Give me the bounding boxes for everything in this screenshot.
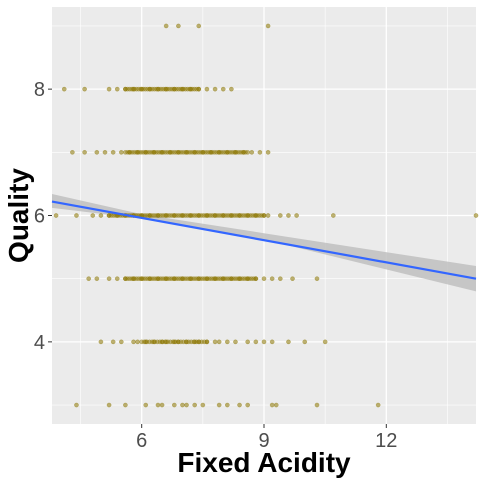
data-point — [290, 276, 295, 281]
data-point — [74, 213, 79, 218]
data-point — [269, 402, 275, 408]
data-point — [261, 339, 267, 345]
data-point — [163, 23, 169, 29]
data-point — [176, 23, 181, 29]
data-point — [261, 213, 267, 218]
data-point — [155, 402, 161, 408]
y-axis-title: Quality — [3, 168, 34, 263]
data-point — [212, 86, 218, 92]
data-point — [322, 339, 328, 345]
data-point — [119, 150, 124, 155]
x-tick-label: 6 — [136, 430, 147, 452]
data-point — [212, 339, 218, 345]
data-point — [314, 276, 320, 281]
data-point — [265, 23, 271, 29]
data-point — [233, 339, 238, 345]
data-point — [286, 213, 291, 218]
data-point — [245, 402, 250, 408]
data-point — [261, 276, 267, 281]
confidence-band — [52, 194, 476, 292]
data-point — [278, 213, 283, 218]
data-point — [98, 213, 104, 218]
data-point — [90, 213, 96, 218]
data-point — [331, 213, 336, 218]
data-point — [102, 150, 108, 155]
data-point — [253, 339, 259, 345]
data-point — [286, 339, 291, 345]
data-point — [220, 86, 226, 92]
data-point — [204, 86, 210, 92]
data-point — [123, 402, 128, 408]
data-point — [278, 276, 283, 281]
data-point — [82, 86, 87, 92]
y-tick-label: 4 — [34, 332, 45, 354]
x-tick-label: 9 — [258, 430, 269, 452]
data-point — [135, 339, 140, 345]
data-point — [302, 339, 308, 345]
data-point — [106, 276, 112, 281]
data-point — [196, 86, 202, 92]
data-point — [119, 339, 124, 345]
data-point — [216, 339, 222, 345]
axes-layer: 6 9 12 4 6 8 — [34, 79, 398, 452]
data-point — [86, 276, 91, 281]
data-point — [294, 213, 299, 218]
data-point — [70, 150, 75, 155]
trend-line-layer — [51, 200, 477, 280]
data-point — [143, 402, 149, 408]
data-point — [98, 339, 104, 345]
data-point — [172, 402, 177, 408]
y-tick-label: 8 — [34, 79, 45, 101]
trend-line — [51, 200, 477, 280]
data-point — [375, 402, 381, 408]
data-point — [257, 150, 263, 155]
data-point — [269, 339, 275, 345]
data-point — [74, 402, 79, 408]
data-point — [237, 402, 242, 408]
data-point — [473, 213, 479, 218]
data-point — [225, 339, 230, 345]
data-point — [131, 339, 136, 345]
data-point — [106, 402, 112, 408]
data-point — [253, 276, 259, 281]
x-tick-label: 12 — [375, 430, 397, 452]
data-point — [114, 86, 120, 92]
data-point — [314, 402, 320, 408]
data-point — [229, 86, 234, 92]
data-point — [106, 86, 112, 92]
data-point — [196, 23, 202, 29]
data-point — [184, 402, 189, 408]
data-point — [249, 150, 255, 155]
data-point — [245, 339, 250, 345]
data-point — [82, 150, 87, 155]
data-point — [180, 402, 185, 408]
data-point — [110, 339, 116, 345]
data-point — [61, 86, 67, 92]
data-point — [159, 402, 165, 408]
y-tick-label: 6 — [34, 206, 45, 228]
data-point — [265, 213, 271, 218]
data-point — [200, 402, 206, 408]
data-point — [94, 150, 100, 155]
data-point — [114, 276, 120, 281]
x-axis-title: Fixed Acidity — [177, 447, 351, 478]
data-point — [225, 402, 230, 408]
data-point — [53, 213, 59, 218]
data-point — [110, 150, 116, 155]
data-point — [245, 150, 250, 155]
confidence-band-layer — [52, 194, 476, 292]
data-point — [265, 150, 271, 155]
data-point — [192, 402, 197, 408]
data-point — [94, 276, 100, 281]
data-point — [216, 402, 222, 408]
data-point — [204, 339, 210, 345]
data-point — [269, 276, 275, 281]
data-point — [273, 402, 279, 408]
